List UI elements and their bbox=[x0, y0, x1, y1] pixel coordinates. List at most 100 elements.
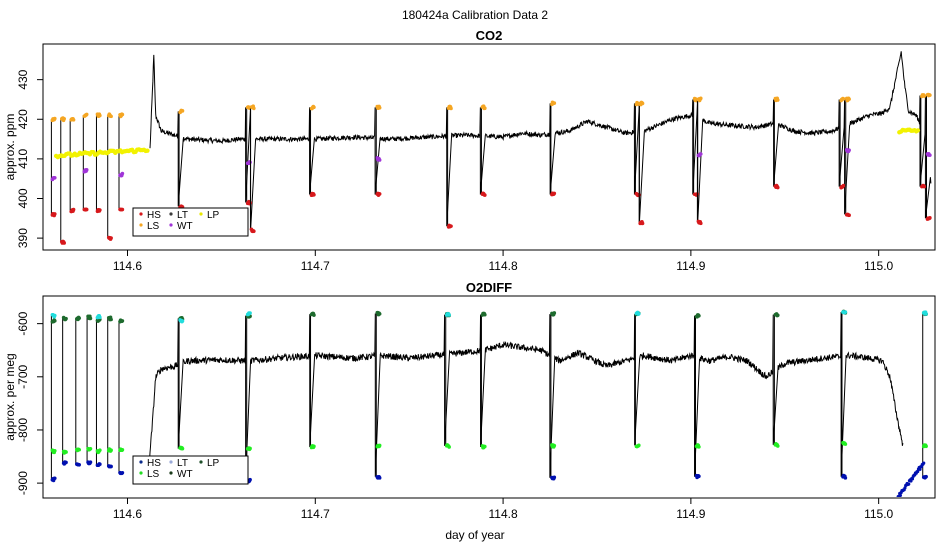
marker-hs bbox=[62, 241, 66, 245]
marker-lp bbox=[145, 148, 150, 153]
marker-wt bbox=[847, 148, 851, 152]
marker-hs bbox=[252, 229, 256, 234]
marker-hs bbox=[841, 183, 846, 188]
marker-wt bbox=[312, 313, 316, 317]
marker-ls bbox=[775, 98, 780, 102]
marker-ls bbox=[52, 448, 57, 453]
marker-ls bbox=[552, 101, 557, 105]
y-tick-label: 430 bbox=[16, 69, 30, 89]
marker-wt bbox=[552, 311, 557, 315]
marker-ls bbox=[180, 109, 185, 113]
marker-hs bbox=[52, 476, 57, 481]
marker-wt bbox=[109, 317, 113, 322]
legend-swatch-lt bbox=[169, 460, 173, 464]
marker-lt bbox=[637, 311, 641, 316]
marker-ls bbox=[52, 116, 57, 121]
marker-ls bbox=[377, 105, 382, 110]
legend-box bbox=[132, 455, 249, 485]
legend-label-lp: LP bbox=[207, 458, 220, 469]
marker-hs bbox=[922, 461, 926, 465]
marker-wt bbox=[928, 153, 932, 157]
marker-ls bbox=[109, 114, 113, 119]
marker-lt bbox=[447, 313, 451, 317]
marker-hs bbox=[907, 482, 911, 486]
marker-ls bbox=[62, 117, 66, 121]
marker-hs bbox=[377, 476, 382, 480]
legend-label-ls: LS bbox=[147, 221, 160, 232]
legend-label-hs: HS bbox=[147, 458, 161, 469]
plot-area bbox=[50, 309, 928, 497]
legend-swatch-lp bbox=[199, 212, 203, 216]
marker-ls bbox=[552, 443, 557, 448]
marker-lt bbox=[52, 313, 57, 318]
y-tick-label: -900 bbox=[16, 471, 30, 495]
figure-suptitle: 180424a Calibration Data 2 bbox=[401, 8, 549, 22]
marker-hs bbox=[84, 207, 89, 212]
background-trace bbox=[147, 311, 904, 481]
marker-ls bbox=[180, 446, 185, 451]
marker-ls bbox=[84, 112, 89, 117]
marker-ls bbox=[64, 450, 68, 454]
x-tick-label: 115.0 bbox=[864, 259, 893, 273]
marker-lt bbox=[843, 310, 848, 314]
marker-hs bbox=[903, 486, 907, 490]
marker-hs bbox=[88, 460, 93, 464]
x-tick-label: 115.0 bbox=[864, 507, 893, 521]
marker-wt bbox=[377, 158, 382, 162]
y-tick-label: 400 bbox=[16, 188, 30, 208]
marker-hs bbox=[775, 185, 780, 190]
marker-ls bbox=[924, 444, 928, 449]
x-tick-label: 114.9 bbox=[676, 507, 705, 521]
marker-hs bbox=[922, 184, 927, 189]
marker-hs bbox=[552, 475, 557, 480]
marker-hs bbox=[928, 216, 932, 220]
marker-wt bbox=[84, 168, 89, 172]
marker-ls bbox=[120, 448, 125, 452]
marker-lt bbox=[248, 311, 252, 315]
y-tick-label: -800 bbox=[16, 418, 30, 442]
marker-ls bbox=[775, 444, 780, 448]
marker-ls bbox=[120, 112, 125, 117]
marker-ls bbox=[98, 448, 102, 452]
marker-hs bbox=[109, 236, 113, 240]
marker-ls bbox=[640, 101, 645, 106]
legend-swatch-hs bbox=[139, 460, 143, 464]
marker-lp bbox=[915, 128, 921, 133]
legend-swatch-lp bbox=[199, 460, 203, 464]
marker-hs bbox=[109, 464, 113, 469]
y-tick-label: -700 bbox=[16, 364, 30, 388]
marker-hs bbox=[52, 212, 57, 216]
x-tick-label: 114.8 bbox=[489, 507, 518, 521]
marker-wt bbox=[775, 313, 780, 318]
background-trace bbox=[149, 51, 932, 231]
marker-wt bbox=[64, 316, 68, 321]
legend-label-lt: LT bbox=[177, 210, 188, 221]
legend-label-lt: LT bbox=[177, 458, 188, 469]
plot-frame bbox=[42, 43, 936, 251]
marker-hs bbox=[924, 474, 928, 479]
legend-swatch-ls bbox=[139, 223, 143, 227]
marker-ls bbox=[88, 446, 93, 451]
marker-ls bbox=[312, 105, 316, 110]
marker-hs bbox=[847, 213, 851, 218]
marker-wt bbox=[52, 176, 57, 180]
legend-swatch-wt bbox=[169, 471, 173, 475]
marker-wt bbox=[120, 319, 125, 323]
panel-title: CO2 bbox=[476, 28, 503, 43]
marker-lt bbox=[924, 312, 928, 316]
marker-lt bbox=[180, 319, 185, 323]
legend-swatch-hs bbox=[139, 212, 143, 216]
marker-ls bbox=[841, 97, 846, 101]
y-axis-label: approx. per meg bbox=[3, 353, 17, 440]
marker-hs bbox=[98, 462, 102, 467]
marker-ls bbox=[248, 446, 252, 451]
marker-hs bbox=[483, 193, 487, 197]
y-tick-label: -600 bbox=[16, 311, 30, 335]
marker-lt bbox=[98, 315, 102, 320]
legend-label-wt: WT bbox=[177, 469, 193, 480]
y-tick-label: 420 bbox=[16, 109, 30, 129]
marker-hs bbox=[377, 192, 382, 196]
marker-ls bbox=[98, 113, 102, 118]
marker-ls bbox=[252, 106, 256, 111]
marker-hs bbox=[640, 221, 645, 226]
